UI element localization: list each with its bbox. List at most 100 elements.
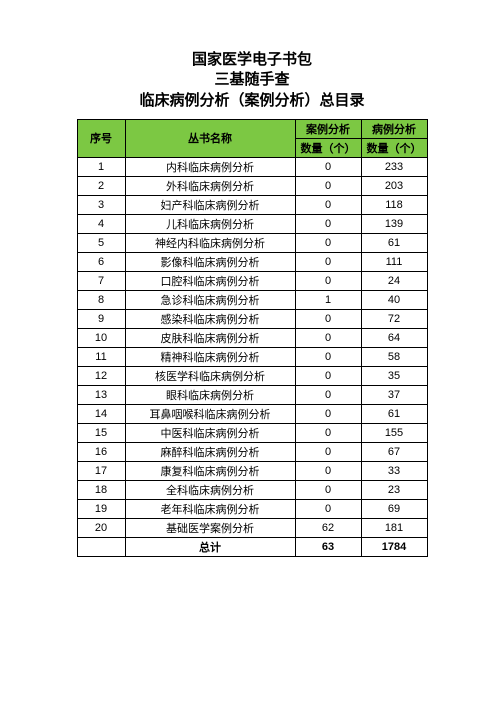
table-row: 20基础医学案例分析62181 (77, 518, 427, 537)
cell-seq: 18 (77, 480, 125, 499)
cell-name: 全科临床病例分析 (125, 480, 295, 499)
cell-name: 耳鼻咽喉科临床病例分析 (125, 404, 295, 423)
cell-name: 口腔科临床病例分析 (125, 271, 295, 290)
table-row: 14耳鼻咽喉科临床病例分析061 (77, 404, 427, 423)
cell-seq: 8 (77, 290, 125, 309)
cell-seq: 6 (77, 252, 125, 271)
table-row: 2外科临床病例分析0203 (77, 176, 427, 195)
cell-b: 233 (361, 157, 427, 176)
cell-a: 0 (295, 176, 361, 195)
table-row: 5神经内科临床病例分析061 (77, 233, 427, 252)
cell-seq: 1 (77, 157, 125, 176)
cell-name: 眼科临床病例分析 (125, 385, 295, 404)
table-row: 7口腔科临床病例分析024 (77, 271, 427, 290)
cell-b: 40 (361, 290, 427, 309)
cell-name: 儿科临床病例分析 (125, 214, 295, 233)
header-count-a: 数量（个） (295, 138, 361, 157)
totals-label: 总计 (125, 537, 295, 556)
totals-row: 总计631784 (77, 537, 427, 556)
table-row: 1内科临床病例分析0233 (77, 157, 427, 176)
table-row: 13眼科临床病例分析037 (77, 385, 427, 404)
cell-a: 0 (295, 233, 361, 252)
cell-a: 0 (295, 347, 361, 366)
header-seq: 序号 (77, 119, 125, 157)
cell-name: 外科临床病例分析 (125, 176, 295, 195)
header-group-a: 案例分析 (295, 119, 361, 138)
table-row: 15中医科临床病例分析0155 (77, 423, 427, 442)
cell-b: 35 (361, 366, 427, 385)
table-row: 10皮肤科临床病例分析064 (77, 328, 427, 347)
cell-seq: 5 (77, 233, 125, 252)
cell-seq: 4 (77, 214, 125, 233)
table-body: 1内科临床病例分析02332外科临床病例分析02033妇产科临床病例分析0118… (77, 157, 427, 556)
cell-a: 0 (295, 423, 361, 442)
cell-seq: 13 (77, 385, 125, 404)
table-row: 3妇产科临床病例分析0118 (77, 195, 427, 214)
table-row: 11精神科临床病例分析058 (77, 347, 427, 366)
cell-name: 妇产科临床病例分析 (125, 195, 295, 214)
cell-name: 核医学科临床病例分析 (125, 366, 295, 385)
table-row: 16麻醉科临床病例分析067 (77, 442, 427, 461)
cell-a: 62 (295, 518, 361, 537)
cell-b: 111 (361, 252, 427, 271)
header-count-b: 数量（个） (361, 138, 427, 157)
cell-name: 中医科临床病例分析 (125, 423, 295, 442)
cell-name: 神经内科临床病例分析 (125, 233, 295, 252)
table-row: 9感染科临床病例分析072 (77, 309, 427, 328)
title-line-2: 三基随手查 (0, 70, 504, 90)
cell-seq: 9 (77, 309, 125, 328)
cell-a: 0 (295, 328, 361, 347)
cell-name: 影像科临床病例分析 (125, 252, 295, 271)
cell-a: 0 (295, 404, 361, 423)
cell-seq: 14 (77, 404, 125, 423)
totals-a: 63 (295, 537, 361, 556)
cell-name: 感染科临床病例分析 (125, 309, 295, 328)
cell-b: 24 (361, 271, 427, 290)
table-header: 序号 丛书名称 案例分析 病例分析 数量（个） 数量（个） (77, 119, 427, 157)
cell-a: 0 (295, 442, 361, 461)
cell-b: 23 (361, 480, 427, 499)
cell-b: 33 (361, 461, 427, 480)
cell-b: 67 (361, 442, 427, 461)
cell-seq: 2 (77, 176, 125, 195)
cell-a: 0 (295, 499, 361, 518)
cell-b: 181 (361, 518, 427, 537)
title-line-3: 临床病例分析（案例分析）总目录 (0, 91, 504, 111)
cell-name: 急诊科临床病例分析 (125, 290, 295, 309)
cell-a: 0 (295, 366, 361, 385)
cell-a: 0 (295, 157, 361, 176)
cell-seq: 19 (77, 499, 125, 518)
totals-b: 1784 (361, 537, 427, 556)
cell-b: 72 (361, 309, 427, 328)
cell-name: 麻醉科临床病例分析 (125, 442, 295, 461)
totals-seq (77, 537, 125, 556)
cell-seq: 15 (77, 423, 125, 442)
cell-seq: 20 (77, 518, 125, 537)
cell-b: 37 (361, 385, 427, 404)
page: 国家医学电子书包 三基随手查 临床病例分析（案例分析）总目录 序号 丛书名称 案… (0, 0, 504, 557)
cell-b: 58 (361, 347, 427, 366)
cell-b: 69 (361, 499, 427, 518)
cell-b: 155 (361, 423, 427, 442)
cell-a: 0 (295, 195, 361, 214)
cell-a: 0 (295, 214, 361, 233)
cell-name: 基础医学案例分析 (125, 518, 295, 537)
cell-name: 皮肤科临床病例分析 (125, 328, 295, 347)
title-line-1: 国家医学电子书包 (0, 50, 504, 70)
cell-name: 内科临床病例分析 (125, 157, 295, 176)
cell-a: 1 (295, 290, 361, 309)
cell-b: 203 (361, 176, 427, 195)
cell-a: 0 (295, 271, 361, 290)
cell-seq: 11 (77, 347, 125, 366)
cell-seq: 10 (77, 328, 125, 347)
cell-a: 0 (295, 385, 361, 404)
cell-a: 0 (295, 480, 361, 499)
table-row: 17康复科临床病例分析033 (77, 461, 427, 480)
cell-a: 0 (295, 309, 361, 328)
cell-b: 139 (361, 214, 427, 233)
cell-seq: 7 (77, 271, 125, 290)
cell-b: 61 (361, 404, 427, 423)
cell-seq: 16 (77, 442, 125, 461)
table-row: 18全科临床病例分析023 (77, 480, 427, 499)
title-block: 国家医学电子书包 三基随手查 临床病例分析（案例分析）总目录 (0, 50, 504, 111)
